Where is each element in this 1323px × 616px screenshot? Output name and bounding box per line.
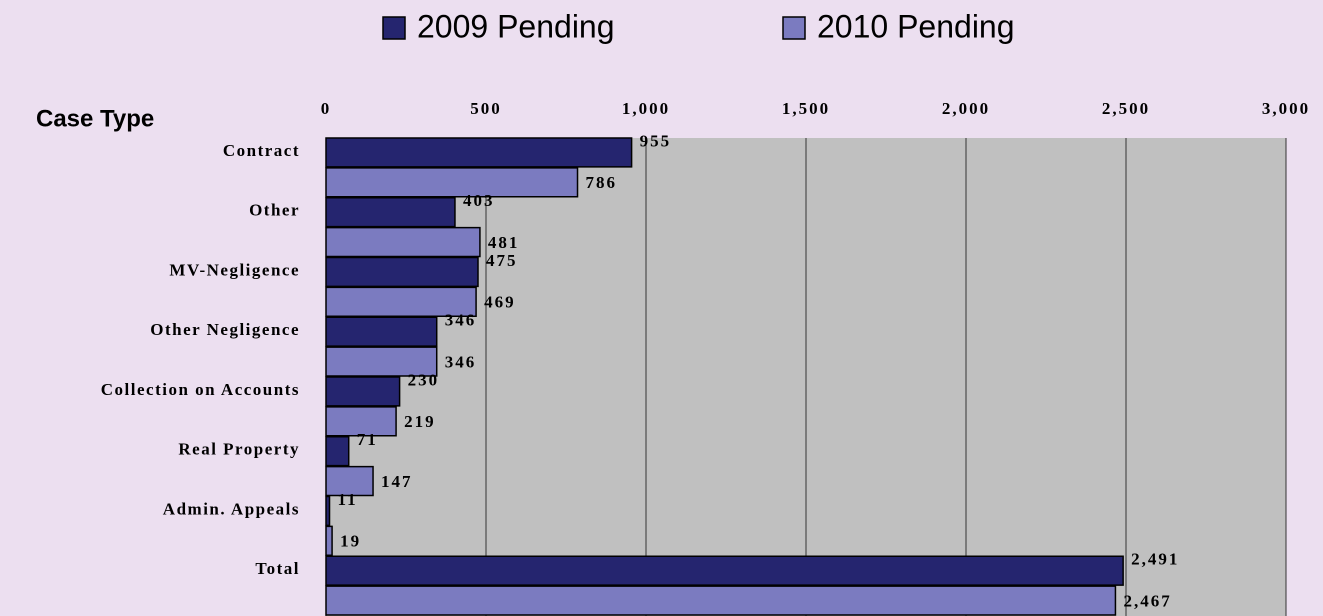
bar	[325, 376, 401, 407]
value-label: 481	[488, 233, 520, 252]
value-label: 71	[357, 430, 378, 449]
bar	[325, 555, 1124, 586]
y-tick-label: Contract	[223, 141, 300, 160]
value-label: 955	[640, 131, 672, 150]
bar	[325, 436, 350, 467]
value-label: 403	[463, 191, 495, 210]
x-tick-label: 0	[321, 99, 332, 118]
bar	[325, 406, 397, 437]
value-label: 230	[408, 370, 440, 389]
value-label: 2,467	[1123, 591, 1171, 610]
bar	[325, 495, 331, 527]
legend-swatch	[782, 16, 806, 40]
y-tick-label: MV-Negligence	[169, 260, 300, 279]
bar	[325, 465, 374, 497]
value-label: 147	[381, 472, 413, 491]
y-tick-label: Admin. Appeals	[163, 499, 300, 518]
value-label: 346	[445, 311, 477, 330]
x-tick-label: 2,000	[942, 99, 990, 118]
bar	[325, 346, 438, 377]
x-tick-label: 3,000	[1262, 99, 1310, 118]
value-label: 475	[486, 251, 518, 270]
legend-label: 2010 Pending	[817, 8, 1015, 44]
value-label: 469	[484, 293, 515, 312]
y-tick-label: Real Property	[178, 440, 300, 459]
bar	[325, 585, 1117, 616]
y-tick-label: Other Negligence	[150, 320, 300, 339]
legend-swatch	[382, 16, 406, 40]
bar	[325, 256, 479, 288]
value-label: 219	[404, 412, 436, 431]
x-tick-label: 2,500	[1102, 99, 1150, 118]
y-tick-label: Collection on Accounts	[101, 380, 300, 399]
x-tick-label: 1,000	[622, 99, 670, 118]
value-label: 11	[338, 490, 358, 509]
bar	[325, 137, 633, 168]
axis-label: Case Type	[36, 105, 154, 132]
bar	[325, 286, 477, 317]
legend-label: 2009 Pending	[417, 8, 615, 44]
y-tick-label: Total	[255, 559, 300, 578]
bar	[325, 525, 333, 556]
value-label: 2,491	[1131, 550, 1179, 569]
bar	[325, 197, 456, 228]
bar	[325, 316, 438, 347]
y-tick-label: Other	[249, 201, 300, 220]
bar	[325, 167, 579, 198]
value-label: 346	[445, 352, 477, 371]
value-label: 19	[340, 532, 361, 551]
x-tick-label: 500	[470, 99, 502, 118]
x-tick-label: 1,500	[782, 99, 830, 118]
value-label: 786	[586, 173, 618, 192]
bar	[325, 226, 481, 258]
